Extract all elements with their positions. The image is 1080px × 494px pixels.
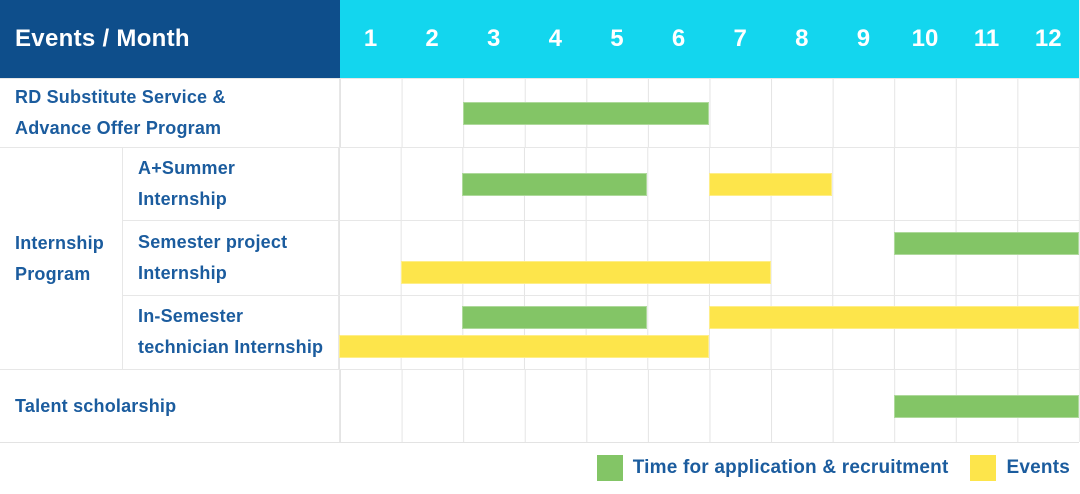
row-label-rd-substitute-service: RD Substitute Service & Advance Offer Pr… [0, 79, 340, 147]
row-semester-project-internship: Semester project Internship [123, 220, 1079, 295]
internship-program-group: Internship Program A+Summer Internship [0, 147, 1079, 369]
label-line: A+Summer [138, 158, 236, 179]
legend-item-application-recruitment: Time for application & recruitment [596, 455, 949, 481]
row-chart-a-plus-summer-internship [339, 148, 1079, 221]
label-line: Semester project [138, 232, 288, 252]
legend-item-events: Events [970, 455, 1070, 481]
row-chart-in-semester-technician-internship [339, 295, 1079, 369]
row-rd-substitute-service: RD Substitute Service & Advance Offer Pr… [0, 78, 1079, 147]
legend-label: Events [1006, 457, 1070, 478]
gantt-bar-application-recruitment [894, 232, 1079, 255]
chart-legend: Time for application & recruitment Event… [0, 442, 1070, 494]
gantt-bar-events [400, 261, 771, 284]
month-header-10: 10 [911, 25, 939, 52]
legend-label: Time for application & recruitment [632, 457, 949, 478]
label-line: RD Substitute Service & [15, 87, 226, 107]
month-header-9: 9 [856, 25, 871, 52]
month-header-12: 12 [1034, 25, 1062, 52]
label-line: Program [15, 263, 91, 284]
month-header-8: 8 [795, 25, 809, 52]
legend-swatch-yellow [970, 455, 997, 481]
label-line: Talent scholarship [15, 395, 177, 416]
row-talent-scholarship: Talent scholarship [0, 369, 1079, 443]
row-in-semester-technician-internship: In-Semester technician Internship [123, 294, 1079, 369]
group-label-internship-program: Internship Program [0, 148, 123, 369]
label-line: Internship [138, 263, 228, 283]
legend-swatch-green [596, 455, 623, 481]
schedule-table: Events / Month 1 2 3 4 5 6 7 8 9 10 11 1… [0, 0, 1080, 443]
row-label-talent-scholarship: Talent scholarship [0, 370, 340, 442]
header-row: Events / Month 1 2 3 4 5 6 7 8 9 10 11 1… [0, 0, 1079, 78]
label-line: Advance Offer Program [15, 118, 222, 138]
gantt-bar-events [709, 306, 1079, 330]
month-header-2: 2 [425, 25, 439, 52]
gantt-bar-application-recruitment [462, 101, 710, 125]
row-label-in-semester-technician-internship: In-Semester technician Internship [123, 295, 339, 369]
month-header-7: 7 [733, 25, 747, 52]
month-header-row: 1 2 3 4 5 6 7 8 9 10 11 12 [339, 0, 1079, 78]
label-line: Internship [138, 189, 228, 210]
month-header-4: 4 [548, 25, 562, 52]
row-chart-rd-substitute-service [339, 79, 1079, 147]
row-chart-talent-scholarship [339, 370, 1079, 442]
row-chart-semester-project-internship [339, 221, 1079, 295]
label-line: Internship [15, 232, 105, 253]
gantt-bar-application-recruitment [462, 172, 648, 196]
month-header-1: 1 [363, 25, 378, 52]
row-label-a-plus-summer-internship: A+Summer Internship [123, 148, 339, 221]
month-header-6: 6 [671, 25, 686, 52]
month-header-3: 3 [487, 25, 501, 52]
gantt-bar-events [709, 172, 833, 196]
label-line: technician Internship [138, 337, 324, 358]
row-label-semester-project-internship: Semester project Internship [123, 221, 339, 295]
gantt-bar-events [339, 335, 709, 359]
gantt-bar-application-recruitment [894, 394, 1079, 418]
events-month-header: Events / Month [0, 0, 340, 78]
label-line: In-Semester [138, 306, 244, 327]
gantt-bar-application-recruitment [462, 306, 648, 330]
month-header-5: 5 [610, 25, 624, 52]
month-header-11: 11 [973, 25, 1000, 52]
row-a-plus-summer-internship: A+Summer Internship [123, 148, 1079, 221]
